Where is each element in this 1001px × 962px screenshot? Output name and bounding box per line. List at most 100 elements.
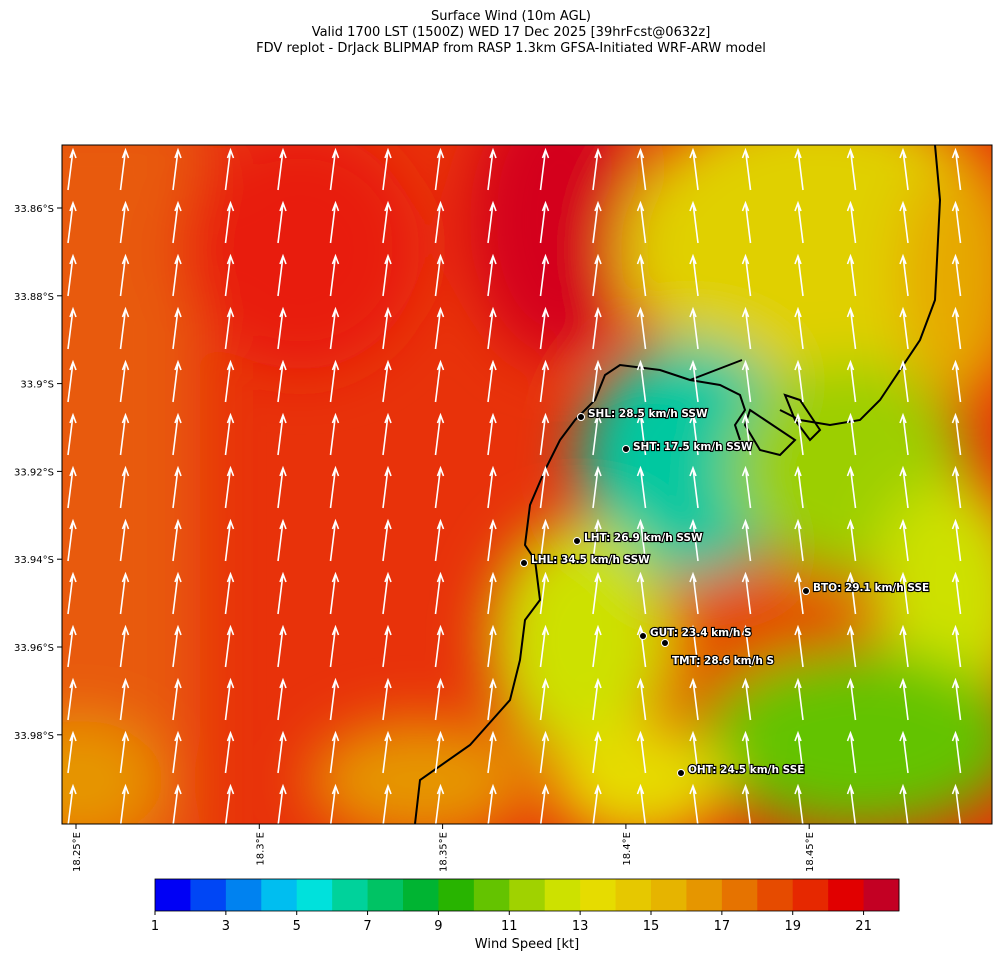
wind-arrow — [434, 306, 445, 350]
wind-arrow — [172, 200, 182, 244]
station-marker — [520, 559, 528, 567]
colorbar-tick-label: 1 — [151, 919, 159, 934]
wind-arrow — [539, 730, 550, 774]
wind-arrow — [382, 783, 392, 824]
colorbar-swatch — [721, 879, 758, 911]
colorbar-swatch — [792, 879, 829, 911]
wind-arrow — [487, 465, 497, 509]
wind-arrow — [329, 624, 340, 668]
wind-arrow — [794, 306, 804, 350]
station-marker — [622, 445, 630, 453]
colorbar-swatch — [544, 879, 581, 911]
wind-arrow — [224, 465, 235, 509]
wind-arrow — [951, 730, 962, 774]
wind-arrow — [899, 518, 909, 562]
wind-arrow — [119, 147, 130, 191]
wind-arrow — [899, 730, 909, 774]
wind-arrow — [846, 359, 857, 403]
wind-arrow — [119, 412, 130, 456]
wind-arrow — [636, 253, 647, 297]
wind-arrow — [951, 783, 962, 824]
wind-arrow — [224, 571, 235, 615]
wind-arrow — [899, 147, 909, 191]
colorbar-swatch — [225, 879, 262, 911]
wind-arrow — [592, 730, 602, 774]
wind-arrow — [382, 412, 392, 456]
wind-arrow — [67, 465, 77, 509]
wind-arrow — [794, 412, 804, 456]
wind-arrow — [951, 624, 962, 668]
wind-arrow — [592, 783, 602, 824]
wind-arrow — [277, 783, 287, 824]
wind-arrow — [119, 518, 130, 562]
wind-arrow — [899, 359, 909, 403]
wind-arrow — [172, 147, 182, 191]
wind-arrow — [794, 571, 804, 615]
wind-arrow — [119, 359, 130, 403]
wind-arrow — [382, 359, 392, 403]
colorbar-swatch — [580, 879, 617, 911]
wind-arrow — [846, 518, 857, 562]
station-label: LHT: 26.9 km/h SSW — [584, 532, 703, 544]
wind-arrow — [539, 359, 550, 403]
wind-arrow — [487, 783, 497, 824]
lat-tick-label: 33.9°S — [20, 380, 54, 391]
wind-arrow — [846, 253, 857, 297]
lon-tick-label: 18.45°E — [805, 832, 816, 872]
wind-arrow — [277, 624, 287, 668]
wind-arrow — [636, 677, 647, 721]
colorbar-tick-label: 7 — [363, 919, 371, 934]
wind-arrow — [277, 412, 287, 456]
lon-tick-label: 18.4°E — [622, 832, 633, 866]
wind-arrow — [329, 518, 340, 562]
wind-arrow — [689, 253, 699, 297]
wind-arrow — [636, 200, 647, 244]
wind-arrow — [846, 465, 857, 509]
wind-arrow — [592, 465, 602, 509]
lat-tick-label: 33.88°S — [14, 292, 54, 303]
wind-arrow — [689, 359, 699, 403]
wind-arrow — [434, 412, 445, 456]
wind-arrow — [794, 465, 804, 509]
station-label: SHL: 28.5 km/h SSW — [588, 408, 708, 420]
wind-arrow — [119, 730, 130, 774]
lat-tick-label: 33.94°S — [14, 555, 54, 566]
station-label: GUT: 23.4 km/h S — [650, 627, 752, 639]
wind-arrow — [951, 412, 962, 456]
wind-arrow — [689, 518, 699, 562]
wind-arrow — [329, 465, 340, 509]
wind-arrow — [539, 412, 550, 456]
wind-arrow — [172, 571, 182, 615]
wind-arrow — [277, 200, 287, 244]
wind-arrow — [224, 147, 235, 191]
wind-arrow — [636, 783, 647, 824]
lat-tick-label: 33.96°S — [14, 643, 54, 654]
wind-arrow — [487, 571, 497, 615]
wind-arrow — [172, 465, 182, 509]
wind-arrow — [172, 412, 182, 456]
station-label: TMT: 28.6 km/h S — [672, 655, 774, 667]
title-line: Valid 1700 LST (1500Z) WED 17 Dec 2025 [… — [312, 25, 711, 40]
wind-arrow — [487, 359, 497, 403]
wind-arrow — [794, 677, 804, 721]
wind-arrow — [329, 359, 340, 403]
wind-arrow — [67, 518, 77, 562]
wind-arrow — [689, 624, 699, 668]
station-marker — [802, 587, 810, 595]
colorbar-swatch — [473, 879, 510, 911]
wind-arrow — [119, 624, 130, 668]
wind-arrow — [119, 253, 130, 297]
wind-arrow — [951, 306, 962, 350]
wind-arrow — [951, 147, 962, 191]
wind-arrow — [636, 359, 647, 403]
wind-arrow — [277, 518, 287, 562]
wind-arrow — [846, 412, 857, 456]
wind-arrow — [951, 465, 962, 509]
wind-arrow — [67, 253, 77, 297]
station-marker — [661, 639, 669, 647]
wind-arrow — [277, 306, 287, 350]
wind-arrow — [382, 571, 392, 615]
wind-arrow — [434, 147, 445, 191]
wind-arrow — [741, 783, 752, 824]
colorbar-swatch — [367, 879, 404, 911]
